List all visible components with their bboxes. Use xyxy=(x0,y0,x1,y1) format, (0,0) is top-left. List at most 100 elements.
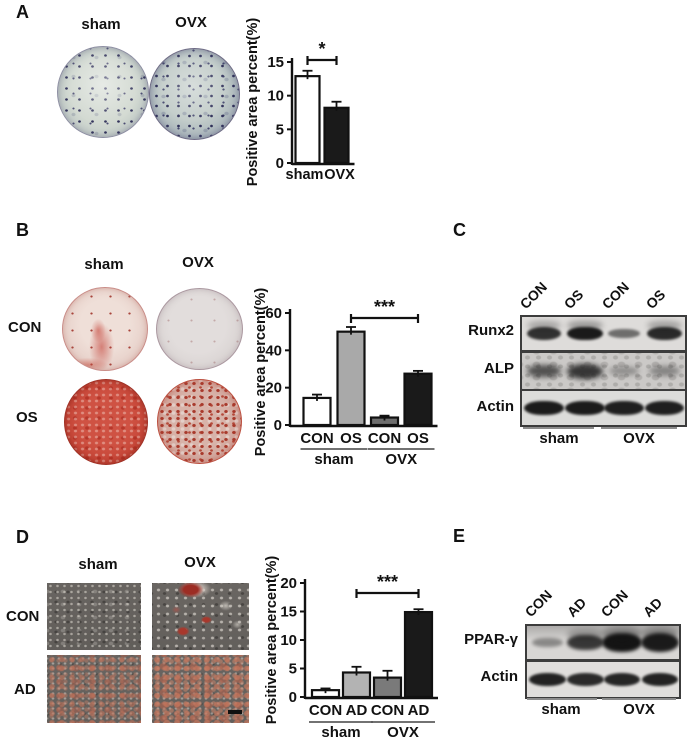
panel-label-b: B xyxy=(16,220,29,240)
blot-band xyxy=(644,401,685,415)
panel-label-d: D xyxy=(16,527,29,547)
y-tick-label: 40 xyxy=(265,342,282,359)
bar xyxy=(302,396,332,427)
y-tick-label: 10 xyxy=(280,632,297,649)
blot-band-smear xyxy=(566,320,603,331)
group-label: sham xyxy=(314,451,353,468)
blot-row-label-runx2: Runx2 xyxy=(468,322,514,339)
blot-band xyxy=(603,673,641,686)
blot-row-label-alp: ALP xyxy=(484,360,514,377)
y-tick-label: 0 xyxy=(276,155,284,172)
blot-band-smear xyxy=(640,627,679,641)
x-category-label: OS xyxy=(340,430,362,447)
micrograph-ad-ovx xyxy=(152,655,249,723)
blot-band xyxy=(641,673,679,686)
column-label-sham: sham xyxy=(84,256,124,273)
y-axis-label: Positive area percent(%) xyxy=(245,18,261,187)
significance-label: *** xyxy=(374,297,395,317)
bar xyxy=(341,671,372,699)
blot-row-label-actin: Actin xyxy=(480,668,519,685)
blot-band xyxy=(567,634,604,651)
blot-band xyxy=(566,326,603,341)
blot-band xyxy=(529,673,566,686)
bar xyxy=(310,689,341,699)
dish-image-con-ovx xyxy=(156,288,243,370)
lane-label: CON xyxy=(516,278,551,312)
row-label-ad: AD xyxy=(14,681,36,698)
x-category-label: OVX xyxy=(324,167,355,183)
dish-image-alp-ovx xyxy=(149,48,240,140)
significance-label: * xyxy=(318,39,325,59)
blot-row-label-actin: Actin xyxy=(476,398,515,415)
significance-label: *** xyxy=(377,572,398,592)
blot-band xyxy=(604,401,644,415)
blot-row-label-pparg: PPAR-γ xyxy=(464,631,518,648)
row-label-os: OS xyxy=(16,409,38,426)
panel-label-e: E xyxy=(453,526,466,546)
column-label-sham: sham xyxy=(81,16,121,33)
blot-band-smear xyxy=(646,320,683,331)
group-underline-ovx xyxy=(601,427,677,429)
blot-band-smear xyxy=(602,627,642,641)
blot-band xyxy=(649,366,681,376)
blot-band xyxy=(646,326,683,340)
bar xyxy=(403,372,433,427)
y-tick-label: 20 xyxy=(265,380,282,397)
micrograph-con-sham xyxy=(47,583,141,650)
blot-band xyxy=(526,364,562,378)
y-tick-label: 10 xyxy=(267,88,284,105)
y-tick-label: 0 xyxy=(274,417,282,434)
group-label: OVX xyxy=(385,451,417,468)
blot-band xyxy=(566,363,603,379)
row-label-con: CON xyxy=(8,319,42,336)
bar xyxy=(372,676,403,699)
y-tick-label: 15 xyxy=(267,54,284,71)
blot-band-smear xyxy=(526,321,562,330)
column-label-ovx: OVX xyxy=(184,554,216,571)
blot-band xyxy=(526,327,562,340)
panel-label-c: C xyxy=(453,220,466,240)
y-axis-label: Positive area percent(%) xyxy=(253,288,269,457)
blot-image-runx2 xyxy=(520,315,687,352)
group-underline-sham xyxy=(523,427,594,429)
blot-band-smear xyxy=(567,628,604,640)
x-category-label: CON xyxy=(371,702,404,719)
blot-image-actin xyxy=(520,389,687,427)
x-category-label: AD xyxy=(408,702,430,719)
lane-label: CON xyxy=(598,278,633,312)
micrograph-ad-sham xyxy=(47,655,141,723)
blot-band xyxy=(608,328,640,339)
group-label: OVX xyxy=(387,724,419,741)
blot-band xyxy=(602,633,642,652)
group-label: sham xyxy=(321,724,360,741)
x-category-label: sham xyxy=(286,167,324,183)
bar xyxy=(369,416,400,427)
bar xyxy=(403,610,434,699)
blot-band xyxy=(524,401,564,415)
scale-bar xyxy=(228,710,242,714)
y-tick-label: 5 xyxy=(276,121,284,138)
lane-label: AD xyxy=(563,594,590,620)
column-label-ovx: OVX xyxy=(175,14,207,31)
lane-label: CON xyxy=(597,586,632,620)
group-label-sham: sham xyxy=(539,430,579,447)
blot-band xyxy=(567,673,604,686)
bar xyxy=(323,106,350,165)
x-category-label: AD xyxy=(346,702,368,719)
group-underline-sham xyxy=(527,698,597,700)
x-category-label: CON xyxy=(368,430,401,447)
lane-label: OS xyxy=(642,286,669,312)
group-label-sham: sham xyxy=(541,701,581,718)
row-label-con: CON xyxy=(6,608,40,625)
lane-label: CON xyxy=(521,586,556,620)
dish-image-con-sham xyxy=(62,287,148,371)
column-label-ovx: OVX xyxy=(182,254,214,271)
dish-image-os-ovx xyxy=(157,379,242,464)
bar xyxy=(294,75,321,165)
bar xyxy=(336,330,366,427)
group-label-ovx: OVX xyxy=(623,701,655,718)
micrograph-con-ovx xyxy=(152,583,249,650)
blot-band xyxy=(564,401,605,415)
blot-band xyxy=(640,633,679,652)
